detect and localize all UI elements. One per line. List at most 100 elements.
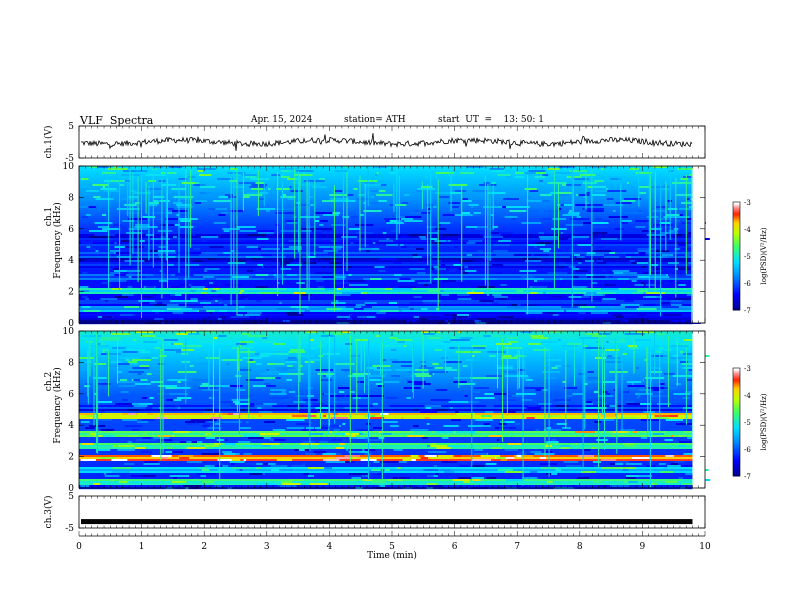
ch1-spec-row (79, 306, 693, 309)
ch1-spec-colorbar-cell (733, 274, 740, 277)
ch2-spec-sferic (364, 344, 365, 393)
ch1-spec-speckle (271, 174, 282, 176)
ch2-spec-speckle (167, 379, 187, 381)
ch1-spec-speckle (432, 170, 437, 172)
ch1-spec-speckle (676, 194, 693, 196)
ch1-spec-sferic (393, 183, 395, 213)
ch2-spec-speckle (658, 463, 666, 465)
ch1-spec-speckle (400, 236, 408, 238)
ch2-spec-speckle (124, 403, 141, 405)
ch2-spec-row (79, 443, 693, 446)
ch1-spec-speckle (247, 312, 262, 314)
ch2-spec-speckle (459, 449, 476, 451)
ch2-spec-sferic (236, 346, 238, 413)
ch1-spec-speckle (355, 224, 374, 226)
ch2-spec-speckle (301, 429, 309, 431)
ch2-spec-sferic (502, 338, 504, 442)
ch2-spec-speckle (169, 399, 175, 401)
ch2-spec-sferic (458, 344, 460, 388)
ch1-spec-speckle (106, 180, 125, 182)
ch2-spec-speckle (97, 343, 101, 345)
ch1-spec-speckle (568, 296, 582, 298)
ch1-spec-speckle (593, 226, 608, 228)
ch2-spec-speckle (276, 459, 293, 461)
ch2-spec-sferic (238, 347, 240, 371)
ch1-spec-speckle (634, 274, 649, 276)
ch1-spec-speckle (468, 204, 479, 206)
ch1-spec-speckle (303, 172, 306, 174)
ch2-spec-speckle (459, 465, 470, 467)
ch2-spec-speckle (632, 431, 637, 433)
ch1-spec-speckle (134, 202, 139, 204)
ch1-spec-speckle (321, 258, 337, 260)
ch2-spec-row (79, 397, 693, 400)
ch1-spec-speckle (93, 196, 101, 198)
ch2-spec-speckle (428, 337, 441, 339)
ch2-spec-speckle (362, 479, 373, 481)
ch1-spec-speckle (195, 308, 205, 310)
ch2-spec-row (79, 447, 693, 450)
ch1-spec-row (79, 250, 693, 253)
ch2-spec-speckle (471, 345, 487, 347)
ch1-spec-speckle (296, 170, 314, 172)
ch1-spec-speckle (575, 270, 588, 272)
ch2-spec-speckle (599, 435, 612, 437)
ch1-spec-speckle (364, 182, 375, 184)
ch2-spec-speckle (161, 457, 168, 459)
ch2-spec-speckle (632, 475, 652, 477)
ch1-spec-speckle (409, 234, 429, 236)
ch2-spec-speckle (352, 373, 371, 375)
ch1-spec-speckle (330, 288, 340, 290)
ch1-spec-colorbar-cell (733, 224, 740, 227)
ch1-spec-speckle (172, 312, 184, 314)
ch2-spec-sferic (219, 347, 221, 482)
ch2-spec-speckle (350, 355, 361, 357)
ch1-spec-speckle (574, 254, 580, 256)
ch1-spec-speckle (467, 280, 488, 282)
ch2-spec-speckle (495, 365, 514, 367)
ch2-spec-speckle (278, 485, 297, 487)
ch2-spec-sferic (667, 336, 669, 408)
ch2-spec-speckle (638, 389, 652, 391)
ch1-spec-speckle (488, 192, 506, 194)
ch2-spec-speckle (362, 397, 370, 399)
ch1-spec-speckle (304, 310, 310, 312)
ch1-spec-speckle (400, 244, 404, 246)
ch2-spec-speckle (610, 485, 630, 487)
ch2-spec-speckle (242, 433, 256, 435)
ch2-spec-speckle (221, 377, 237, 379)
ch2-spec-speckle (586, 401, 592, 403)
ch1-spec-speckle (600, 288, 619, 290)
ch1-spec-speckle (589, 166, 608, 168)
ch2-spec-speckle (672, 355, 677, 357)
ch1-spec-row (79, 272, 693, 275)
ch1-spec-speckle (482, 278, 497, 280)
ch1-spec-speckle (150, 212, 168, 214)
ch1-spec-row (79, 252, 693, 255)
ch1-spec-speckle (623, 198, 642, 200)
ch1-spec-speckle (458, 268, 464, 270)
ch2-spec-speckle (171, 435, 177, 437)
ch1-spec-speckle (135, 224, 151, 226)
ch2-spec-speckle (627, 385, 645, 387)
ch2-spec-speckle (602, 381, 616, 383)
ch2-spec-speckle (615, 463, 624, 465)
ch1-spec-speckle (244, 298, 248, 300)
ch1-spec-speckle (352, 308, 359, 310)
ch1-spec-speckle (287, 178, 296, 180)
ch1-spec-speckle (613, 272, 627, 274)
ch2-spec-speckle (383, 381, 400, 383)
ch1-spec-speckle (426, 204, 433, 206)
ch2-spec-row (79, 471, 693, 474)
ch1-spec-speckle (406, 320, 418, 322)
ch2-spec-speckle (341, 331, 351, 333)
ch2-spec-speckle (404, 345, 407, 347)
ch2-spec-speckle (427, 475, 434, 477)
ch1-spec-speckle (524, 210, 539, 212)
ch1-spec-speckle (645, 296, 657, 298)
ch1-spec-speckle (376, 194, 393, 196)
x-tick-label: 5 (389, 542, 395, 552)
ch1-spec-speckle (260, 254, 272, 256)
ch1-spec-speckle (660, 188, 670, 190)
ch2-spec-speckle (200, 475, 206, 477)
